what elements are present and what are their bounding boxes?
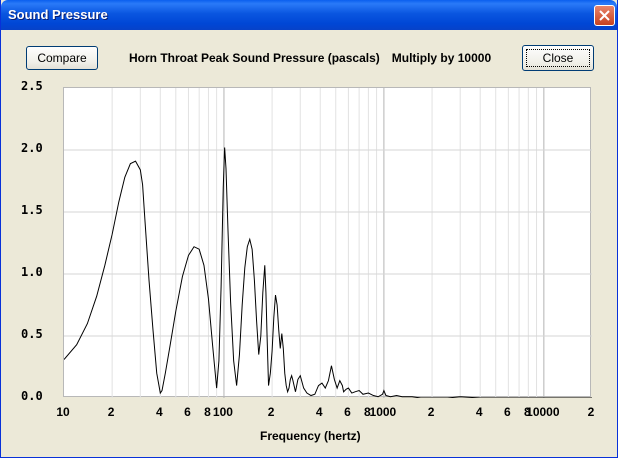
y-tick-label: 1.5 (21, 203, 43, 217)
chart-title: Horn Throat Peak Sound Pressure (pascals… (129, 51, 380, 65)
compare-button[interactable]: Compare (26, 46, 98, 70)
plot-area (63, 87, 592, 398)
y-tick-label: 1.0 (21, 265, 43, 279)
series-line (64, 147, 592, 398)
multiplier-note: Multiply by 10000 (391, 51, 492, 65)
x-axis-label: Frequency (hertz) (260, 429, 361, 443)
close-x-icon[interactable] (594, 5, 615, 26)
title-bar[interactable]: Sound Pressure (1, 0, 617, 30)
x-tick-label: 100 (212, 405, 233, 419)
y-tick-label: 0.0 (21, 389, 43, 403)
x-tick-label: 2 (427, 405, 435, 419)
x-tick-label: 6 (184, 405, 191, 419)
x-tick-label: 6 (504, 405, 511, 419)
close-label: Close (542, 51, 574, 65)
x-tick-label: 8 (364, 405, 371, 419)
x-tick-label: 1000 (369, 405, 397, 419)
sound-pressure-chart (64, 88, 592, 398)
grid-lines (64, 88, 592, 398)
x-tick-label: 2 (587, 405, 595, 419)
x-tick-label: 8 (204, 405, 211, 419)
y-tick-label: 2.5 (21, 79, 43, 93)
compare-label: Compare (37, 51, 87, 65)
y-tick-label: 0.5 (21, 327, 43, 341)
x-tick-label: 4 (475, 405, 483, 419)
focus-rectangle (526, 49, 590, 67)
x-tick-label: 8 (524, 405, 531, 419)
x-tick-label: 10 (56, 405, 70, 419)
x-tick-label: 2 (107, 405, 115, 419)
x-tick-label: 6 (344, 405, 351, 419)
x-tick-label: 2 (267, 405, 275, 419)
x-tick-label: 4 (155, 405, 163, 419)
y-tick-label: 2.0 (21, 141, 43, 155)
x-tick-label: 4 (315, 405, 323, 419)
chart-heading: Horn Throat Peak Sound Pressure (pascals… (129, 51, 491, 65)
close-button[interactable]: Close (522, 45, 594, 71)
x-tick-label: 10000 (526, 405, 560, 419)
window-title: Sound Pressure (8, 7, 108, 22)
